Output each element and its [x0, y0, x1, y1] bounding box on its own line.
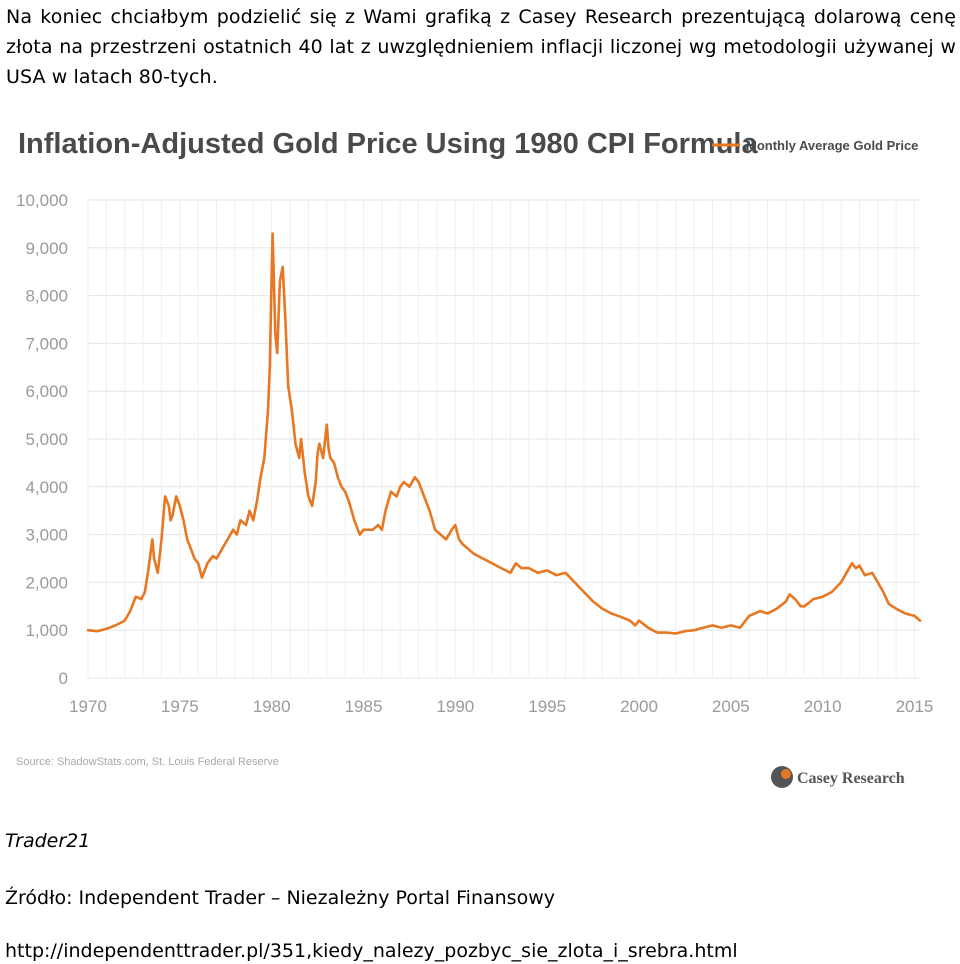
x-tick-label: 1990 [436, 697, 474, 716]
y-tick-label: 7,000 [25, 334, 68, 353]
x-tick-label: 1995 [528, 697, 566, 716]
y-tick-label: 0 [59, 669, 68, 688]
y-tick-label: 9,000 [25, 239, 68, 258]
grid-layer [87, 199, 920, 679]
y-tick-label: 10,000 [16, 191, 68, 210]
series-line-gold-price [86, 232, 922, 635]
chart-svg: Inflation-Adjusted Gold Price Using 1980… [0, 112, 960, 792]
y-tick-label: 8,000 [25, 287, 68, 306]
y-tick-labels: 0 1,000 2,000 3,000 4,000 5,000 6,000 7,000 8,00… [16, 191, 68, 688]
source-link[interactable]: http://independenttrader.pl/351,kiedy_na… [5, 940, 738, 962]
x-tick-label: 1985 [345, 697, 383, 716]
series-layer [86, 232, 922, 635]
legend-label: Monthly Average Gold Price [746, 138, 918, 153]
x-tick-label: 2000 [620, 697, 658, 716]
y-tick-label: 4,000 [25, 478, 68, 497]
chart-source: Source: ShadowStats.com, St. Louis Feder… [16, 756, 279, 768]
chart-title: Inflation-Adjusted Gold Price Using 1980… [18, 128, 758, 160]
x-tick-label: 1980 [253, 697, 291, 716]
x-tick-label: 2015 [896, 697, 934, 716]
x-tick-label: 2005 [712, 697, 750, 716]
x-tick-label: 1975 [161, 697, 199, 716]
source-attribution: Źródło: Independent Trader – Niezależny … [5, 887, 555, 909]
y-tick-label: 5,000 [25, 430, 68, 449]
x-tick-labels: 1970 1975 1980 1985 1990 1995 2000 2005 2010 2015 [69, 697, 933, 716]
intro-paragraph: Na koniec chciałbym podzielić się z Wami… [6, 6, 956, 88]
logo-text: Casey Research [797, 770, 905, 787]
author-signature: Trader21 [5, 830, 91, 852]
chart-background [0, 112, 960, 792]
y-tick-label: 2,000 [25, 573, 68, 592]
gold-price-chart: Inflation-Adjusted Gold Price Using 1980… [0, 112, 960, 792]
y-tick-label: 3,000 [25, 526, 68, 545]
y-tick-label: 1,000 [25, 621, 68, 640]
y-tick-label: 6,000 [25, 382, 68, 401]
casey-research-logo: Casey Research [771, 766, 905, 788]
x-tick-label: 2010 [804, 697, 842, 716]
x-tick-label: 1970 [69, 697, 107, 716]
